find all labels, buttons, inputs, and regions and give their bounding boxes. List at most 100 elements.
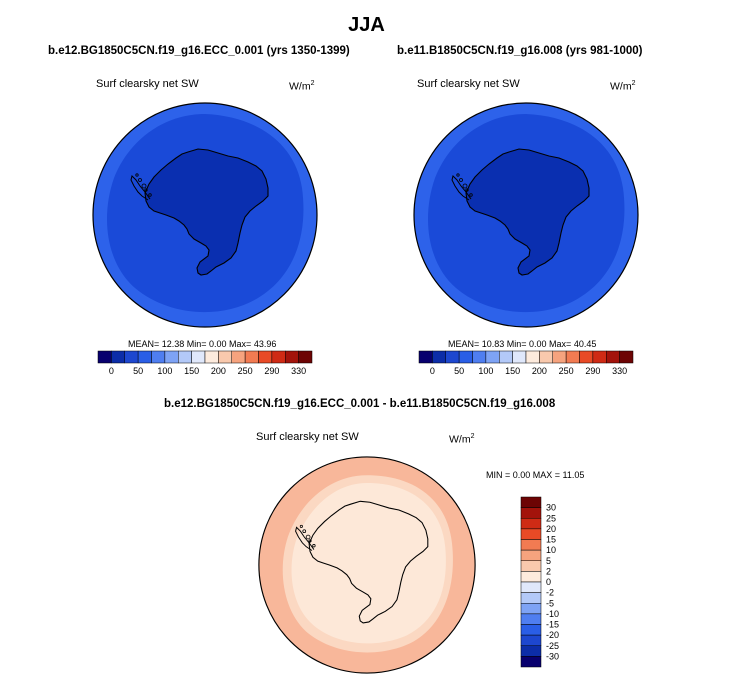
panel-2-polar-map	[413, 102, 639, 328]
panel-1-stats: MEAN= 12.38 Min= 0.00 Max= 43.96	[128, 339, 277, 349]
panel-2-colorbar-swatch-6	[499, 350, 513, 364]
diff-colorbar-swatch-2	[520, 518, 542, 530]
panel-1-case-title: b.e12.BG1850C5CN.f19_g16.ECC_0.001 (yrs …	[48, 45, 350, 57]
panel-1-colorbar-swatch-5	[164, 350, 179, 364]
panel-1-colorbar-swatch-4	[151, 350, 166, 364]
panel-2-colorbar-swatch-0	[418, 350, 433, 364]
panel-1-colorbar-swatch-11	[244, 350, 259, 364]
diff-colorbar-tick-13: -25	[546, 641, 559, 651]
panel-1-colorbar-swatch-0	[97, 350, 112, 364]
diff-colorbar-swatch-4	[520, 539, 542, 551]
panel-1-colorbar-tick-7: 330	[291, 366, 306, 376]
diff-antarctica-outline	[308, 500, 429, 624]
panel-1-unit-label: W/m2	[289, 80, 315, 93]
diff-colorbar-tick-7: 0	[546, 577, 551, 587]
panel-2-antarctica-outline	[465, 148, 590, 276]
panel-2-colorbar-tick-7: 330	[612, 366, 627, 376]
diff-colorbar-swatch-15	[520, 656, 542, 668]
panel-1-island-4	[148, 193, 152, 197]
panel-2-colorbar-swatch-13	[592, 350, 607, 364]
diff-colorbar-tick-6: 2	[546, 566, 551, 576]
panel-1-colorbar-swatch-8	[204, 350, 219, 364]
diff-colorbar-swatch-0	[520, 496, 542, 508]
diff-colorbar-tick-4: 10	[546, 545, 556, 555]
panel-1-variable-label: Surf clearsky net SW	[96, 78, 199, 90]
figure-title: JJA	[348, 14, 385, 36]
diff-colorbar-tick-3: 15	[546, 535, 556, 545]
panel-1-colorbar-swatch-12	[258, 350, 273, 364]
diff-island-0	[305, 534, 311, 540]
diff-colorbar-swatch-12	[520, 624, 542, 636]
panel-1-colorbar-tick-0: 0	[109, 366, 114, 376]
panel-2-colorbar-swatch-3	[458, 350, 473, 364]
diff-colorbar-tick-9: -5	[546, 598, 554, 608]
diff-colorbar-tick-5: 5	[546, 556, 551, 566]
diff-colorbar-tick-10: -10	[546, 609, 559, 619]
diff-polar-map	[258, 456, 476, 674]
diff-island-1	[302, 529, 307, 534]
panel-1-colorbar-swatch-1	[111, 350, 125, 364]
panel-1-island-1	[138, 178, 142, 182]
panel-1-colorbar-swatch-14	[285, 350, 299, 364]
panel-1-colorbar-tick-4: 200	[211, 366, 226, 376]
panel-2-colorbar-swatch-8	[525, 350, 540, 364]
diff-colorbar-swatch-1	[520, 507, 542, 519]
diff-peninsula-outline	[295, 526, 315, 551]
panel-2-colorbar-tick-3: 150	[505, 366, 520, 376]
panel-2-colorbar-swatch-1	[432, 350, 446, 364]
panel-2-colorbar-swatch-7	[512, 350, 527, 364]
panel-2-colorbar-tick-5: 250	[559, 366, 574, 376]
diff-colorbar-swatch-14	[520, 645, 542, 657]
panel-1-island-2	[135, 173, 139, 177]
panel-2-colorbar-tick-2: 100	[478, 366, 493, 376]
panel-2-colorbar-swatch-9	[539, 350, 553, 364]
diff-colorbar-swatch-9	[520, 592, 542, 604]
panel-2-island-2	[456, 173, 460, 177]
diff-colorbar-swatch-3	[520, 528, 542, 540]
panel-1-map-border	[92, 102, 318, 328]
panel-2-map-border	[413, 102, 639, 328]
panel-1-colorbar-swatch-2	[124, 350, 139, 364]
panel-2-island-0	[462, 183, 468, 189]
panel-2-island-3	[465, 188, 469, 192]
diff-colorbar-swatch-8	[520, 581, 542, 593]
panel-2-colorbar-swatch-14	[606, 350, 620, 364]
diff-colorbar-swatch-6	[520, 560, 542, 572]
diff-variable-label: Surf clearsky net SW	[256, 431, 359, 443]
diff-colorbar-tick-11: -15	[546, 620, 559, 630]
diff-island-2	[299, 524, 303, 528]
panel-1-colorbar-tick-5: 250	[238, 366, 253, 376]
panel-1-polar-map	[92, 102, 318, 328]
panel-2-peninsula-outline	[451, 175, 472, 201]
diff-colorbar-swatch-10	[520, 603, 542, 615]
diff-colorbar-swatch-11	[520, 613, 542, 625]
diff-island-4	[312, 544, 316, 548]
panel-2-colorbar-swatch-11	[565, 350, 580, 364]
panel-1-colorbar-swatch-6	[178, 350, 192, 364]
diff-colorbar-swatch-7	[520, 571, 542, 583]
panel-2-colorbar-tick-6: 290	[585, 366, 600, 376]
diff-stats: MIN = 0.00 MAX = 11.05	[486, 470, 585, 480]
panel-1-colorbar: 0 50 100 150 200 250 290 330	[97, 350, 313, 376]
diff-colorbar-tick-8: -2	[546, 588, 554, 598]
panel-1-colorbar-swatch-10	[231, 350, 246, 364]
panel-2-island-4	[469, 193, 473, 197]
panel-2-colorbar-swatch-2	[445, 350, 460, 364]
diff-colorbar-tick-0: 30	[546, 503, 556, 513]
panel-1-colorbar-tick-1: 50	[133, 366, 143, 376]
diff-case-title: b.e12.BG1850C5CN.f19_g16.ECC_0.001 - b.e…	[164, 398, 556, 410]
panel-2-colorbar-swatch-12	[579, 350, 594, 364]
panel-1-colorbar-tick-2: 100	[157, 366, 172, 376]
panel-2-island-1	[459, 178, 463, 182]
diff-island-3	[308, 539, 312, 543]
panel-2-unit-label: W/m2	[610, 80, 636, 93]
panel-2-colorbar-tick-0: 0	[430, 366, 435, 376]
diff-colorbar-tick-12: -20	[546, 630, 559, 640]
diff-map-border	[258, 456, 476, 674]
panel-1-colorbar-swatch-3	[137, 350, 152, 364]
panel-1-island-3	[144, 188, 148, 192]
panel-2-colorbar-swatch-4	[472, 350, 487, 364]
diff-colorbar-tick-1: 25	[546, 513, 556, 523]
panel-1-colorbar-tick-3: 150	[184, 366, 199, 376]
